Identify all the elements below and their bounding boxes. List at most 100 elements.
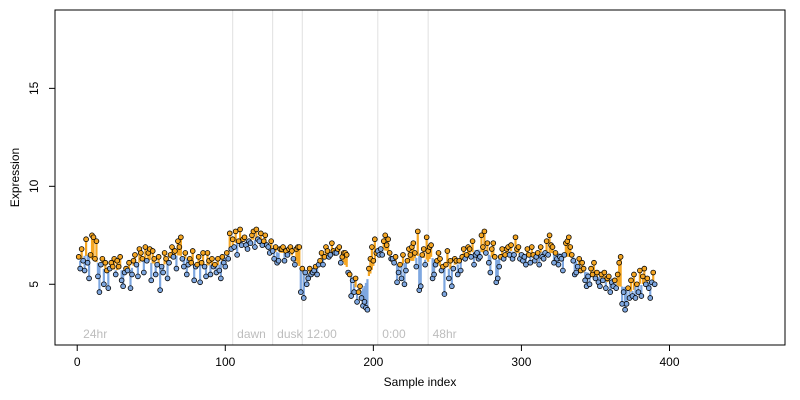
annotation-label: 24hr	[83, 327, 107, 341]
data-point	[127, 285, 134, 291]
data-point	[142, 244, 149, 250]
data-point	[623, 301, 630, 307]
data-point	[271, 256, 277, 262]
data-point	[603, 285, 609, 291]
data-point	[567, 244, 574, 250]
data-point	[114, 257, 120, 264]
data-point	[191, 277, 197, 284]
data-point	[407, 252, 414, 258]
data-point	[591, 259, 597, 266]
data-point	[247, 240, 254, 246]
data-point	[552, 250, 559, 256]
data-point	[635, 289, 642, 295]
data-point	[579, 259, 585, 266]
data-point	[489, 246, 495, 252]
data-point	[419, 252, 426, 258]
data-point	[447, 257, 454, 264]
data-point	[508, 242, 514, 248]
data-point	[366, 265, 372, 272]
data-point	[446, 275, 452, 282]
data-point	[369, 244, 375, 250]
data-point	[129, 271, 135, 278]
data-point	[96, 289, 103, 295]
data-point	[601, 269, 608, 276]
data-point	[431, 271, 437, 278]
data-point	[155, 254, 162, 260]
data-point	[528, 244, 535, 250]
data-point	[395, 269, 402, 276]
x-tick-label: 200	[363, 355, 383, 369]
data-point	[580, 265, 587, 272]
data-point	[216, 267, 223, 274]
data-point	[299, 265, 306, 272]
data-point	[449, 283, 455, 290]
data-point	[644, 275, 651, 282]
data-point	[397, 261, 403, 268]
data-point	[314, 271, 320, 278]
data-point	[585, 273, 591, 280]
data-point	[269, 248, 276, 254]
data-point	[561, 252, 568, 258]
data-point	[84, 259, 91, 266]
data-point	[222, 263, 229, 270]
data-point	[527, 259, 534, 266]
data-point	[614, 271, 621, 278]
data-point	[400, 252, 406, 258]
data-point	[178, 234, 184, 241]
data-point	[157, 287, 163, 293]
data-point	[260, 238, 267, 244]
data-point	[450, 265, 457, 272]
data-point	[469, 238, 476, 244]
data-point	[637, 267, 643, 274]
data-point	[634, 281, 640, 288]
data-point	[175, 238, 181, 244]
annotation-label: 0:00	[382, 327, 406, 341]
data-point	[372, 236, 378, 243]
data-point	[487, 269, 494, 276]
data-point	[112, 271, 119, 278]
data-point	[320, 261, 326, 268]
data-point	[566, 234, 572, 241]
data-point	[536, 261, 542, 268]
data-point	[198, 259, 205, 266]
data-point	[574, 263, 581, 270]
data-point	[628, 277, 634, 284]
data-point	[549, 244, 556, 250]
data-point	[234, 252, 240, 258]
data-point	[324, 248, 331, 254]
data-point	[149, 248, 156, 254]
data-point	[484, 240, 491, 246]
data-point	[437, 256, 443, 262]
data-point	[422, 261, 428, 268]
data-point	[158, 263, 165, 270]
data-point	[305, 275, 312, 282]
data-point	[521, 254, 528, 260]
data-point	[183, 271, 190, 278]
data-point	[478, 232, 485, 239]
data-point	[194, 261, 200, 268]
data-point	[456, 257, 463, 264]
data-point	[201, 263, 208, 270]
data-point	[117, 254, 123, 260]
data-point	[481, 228, 488, 235]
data-point	[292, 261, 298, 268]
data-point	[139, 256, 146, 262]
data-point	[99, 256, 106, 262]
data-point	[135, 273, 141, 280]
data-point	[600, 277, 606, 284]
data-point	[302, 269, 309, 276]
data-point	[632, 295, 639, 301]
data-point	[182, 250, 189, 256]
data-point	[444, 248, 451, 254]
y-tick-label: 10	[27, 179, 41, 193]
data-point	[303, 281, 310, 288]
data-point	[398, 275, 405, 282]
data-point	[420, 246, 427, 252]
annotation-label: 48hr	[433, 327, 457, 341]
data-point	[597, 283, 603, 290]
data-point	[237, 226, 243, 233]
annotation-label: 12:00	[307, 327, 337, 341]
data-point	[105, 285, 112, 291]
data-point	[412, 250, 418, 256]
data-point	[560, 267, 566, 274]
